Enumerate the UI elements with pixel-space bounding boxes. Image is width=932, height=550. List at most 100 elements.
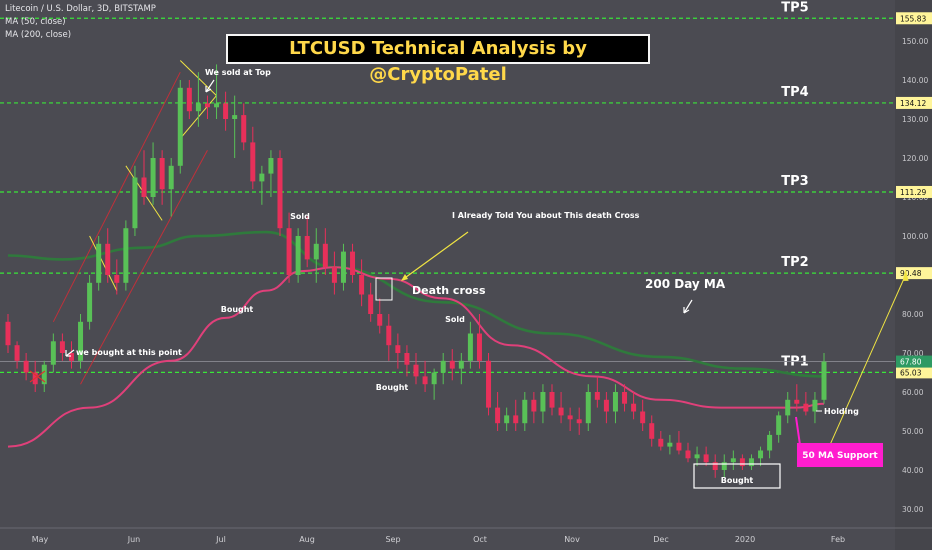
candle-body (96, 243, 102, 283)
candle-body (232, 115, 238, 119)
candle-body (223, 103, 229, 119)
candle (685, 442, 691, 463)
candle (812, 392, 818, 424)
candle (141, 150, 147, 205)
candle-body (721, 462, 727, 470)
candle-body (105, 243, 111, 275)
candle (703, 446, 709, 467)
candle-body (304, 236, 310, 260)
target-price-label: 65.03 (900, 368, 922, 377)
candle-body (622, 392, 628, 404)
candle (295, 228, 301, 283)
candle-body (558, 407, 564, 416)
candle (449, 349, 455, 381)
candle-body (78, 321, 84, 361)
moving-averages (7, 230, 825, 448)
candle-body (331, 267, 337, 283)
candle (87, 275, 93, 330)
candle (132, 165, 138, 236)
candle (322, 228, 328, 275)
target-price-tag (896, 96, 932, 109)
candle (340, 243, 346, 291)
candle-body (313, 243, 319, 260)
candle (612, 384, 618, 424)
arrow-icon (205, 79, 215, 93)
candle-body (685, 450, 691, 459)
candle (531, 392, 537, 424)
y-tick-label: 120.00 (902, 154, 928, 163)
candle (821, 353, 827, 404)
candle (486, 353, 492, 416)
death-cross-box (375, 277, 393, 301)
candle-body (404, 353, 410, 365)
candle (195, 72, 201, 127)
target-label: TP5 (781, 0, 808, 15)
candle-body (359, 275, 365, 295)
candle (440, 353, 446, 385)
cross-icon (29, 370, 46, 383)
candle (504, 407, 510, 431)
candle (313, 228, 319, 283)
candle (14, 341, 20, 369)
candle (386, 314, 392, 361)
candle-body (123, 228, 129, 283)
candle-body (295, 236, 301, 275)
pattern-line (89, 235, 118, 291)
candle-body (703, 454, 709, 463)
candle-body (640, 411, 646, 424)
candle-body (504, 415, 510, 424)
candle-body (730, 458, 736, 463)
candle (803, 392, 809, 416)
candle-body (567, 415, 573, 420)
annotation-death-cross: Death cross (412, 284, 486, 297)
candle-body (758, 450, 764, 459)
candle (549, 384, 555, 416)
plot-background (0, 0, 895, 550)
target-label: TP3 (781, 174, 808, 189)
y-tick-label: 30.00 (902, 505, 924, 514)
target-label: TP4 (781, 85, 808, 100)
x-tick-label: Sep (385, 535, 400, 544)
candle-body (603, 399, 609, 412)
candle (467, 321, 473, 369)
candle-body (277, 158, 283, 229)
arrow-icon (65, 349, 75, 357)
candle-body (431, 372, 437, 385)
candle (250, 126, 256, 190)
candle-body (694, 454, 700, 459)
candle-body (467, 333, 473, 361)
candle (5, 314, 11, 353)
candle (649, 415, 655, 447)
candle (667, 434, 673, 455)
annotation-sold: Sold (290, 212, 310, 221)
candle (794, 384, 800, 412)
target-price-label: 90.48 (900, 269, 922, 278)
ma200-legend: MA (200, close) (5, 30, 72, 40)
candle-body (23, 360, 29, 373)
candle (404, 345, 410, 377)
x-tick-label: Dec (653, 535, 668, 544)
candle-body (14, 345, 20, 361)
candle-body (803, 403, 809, 412)
candle (631, 392, 637, 420)
candle (622, 384, 628, 412)
candle (603, 392, 609, 424)
candle (694, 446, 700, 467)
x-tick-label: Nov (564, 535, 580, 544)
candle (105, 228, 111, 283)
candle (41, 360, 47, 392)
y-tick-label: 60.00 (902, 388, 924, 397)
candle (495, 392, 501, 431)
candle-body (268, 158, 274, 174)
candle (277, 150, 283, 236)
candle (721, 454, 727, 478)
candle-body (549, 392, 555, 408)
ma200-line (7, 230, 825, 378)
target-price-label: 111.29 (900, 188, 926, 197)
candle (758, 446, 764, 467)
target-price-label: 134.12 (900, 99, 926, 108)
candle-body (812, 399, 818, 412)
candle (395, 333, 401, 369)
candle (232, 95, 238, 158)
